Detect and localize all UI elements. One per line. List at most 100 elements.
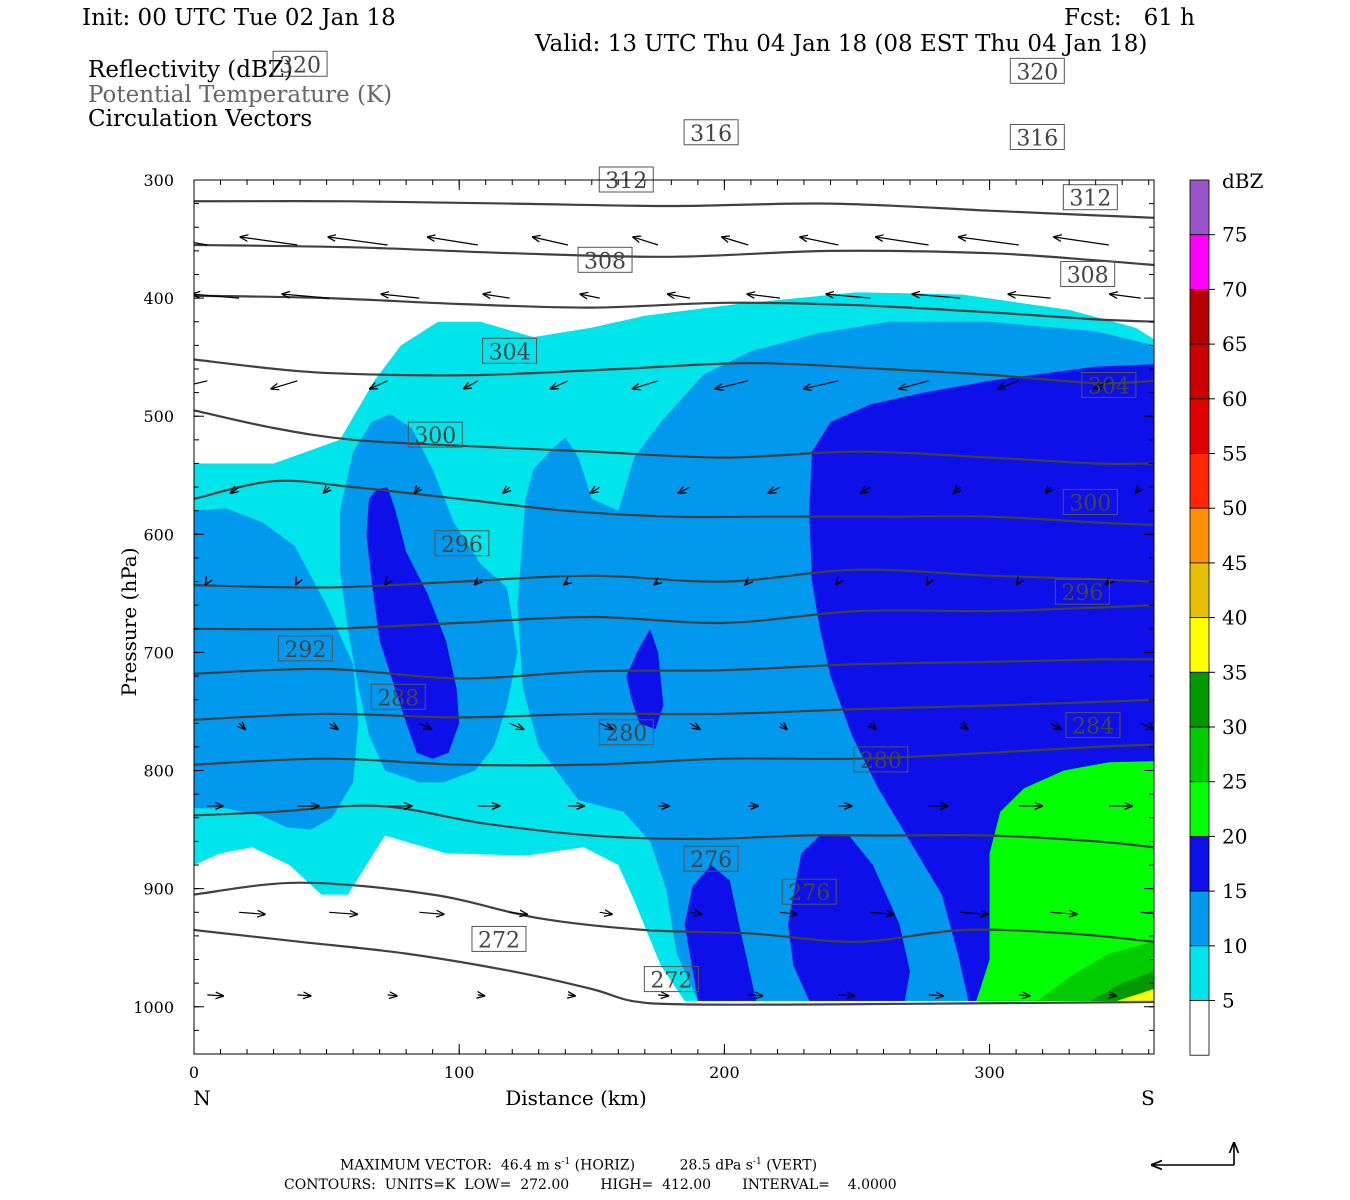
vector-arrow (564, 582, 568, 585)
y-tick-label: 900 (143, 880, 174, 899)
isentrope-label-300: 300 (407, 421, 463, 449)
isentrope-292 (194, 658, 1154, 680)
vector-arrow (870, 723, 876, 729)
vector-arrow (1140, 723, 1154, 729)
max-vector-vert-exponent: -1 (752, 1157, 762, 1167)
isentrope-label-box (598, 719, 654, 746)
max-vector-horiz-value: MAXIMUM VECTOR: 46.4 m s (340, 1157, 562, 1174)
vector-arrow (328, 237, 388, 246)
isentrope-label-276: 276 (781, 878, 837, 906)
isentrope-label-box (277, 635, 333, 662)
vector-arrow (998, 380, 1020, 389)
vector-arrow (599, 723, 613, 729)
isentrope-label-312: 312 (1062, 184, 1118, 212)
isentrope-label-300: 300 (1062, 488, 1118, 516)
isentrope-label-text: 312 (1069, 187, 1111, 212)
y-tick-label: 700 (143, 643, 174, 662)
isentrope-296 (194, 604, 1154, 631)
vector-arrow (954, 487, 961, 493)
vector-arrow (780, 912, 797, 914)
x-axis-right-end: S (1141, 1086, 1155, 1110)
y-tick-label: 600 (143, 525, 174, 544)
isentrope-labels: 272 272 276 276 280 280 284 288 292 296 296 300 300 3… (272, 50, 1137, 994)
isentrope-label-box (272, 50, 328, 77)
isentrope-320 (194, 243, 1154, 267)
vector-arrow (689, 912, 702, 914)
field-label-reflectivity: Reflectivity (dBZ) (88, 57, 293, 83)
vector-arrow (381, 294, 420, 298)
colorbar-title: dBZ (1222, 169, 1264, 193)
isentrope-label-text: 276 (788, 881, 830, 906)
vector-arrow (503, 487, 509, 493)
isentrope-288 (194, 698, 1154, 721)
vector-arrow (296, 582, 298, 585)
max-vector-horiz-tag: (HORIZ) (574, 1157, 636, 1174)
colorbar-segment (1189, 836, 1210, 892)
y-tick-label: 1000 (133, 998, 174, 1017)
isentrope-label-text: 296 (1061, 581, 1103, 606)
vector-arrow (483, 294, 510, 298)
isentrope-label-text: 292 (284, 638, 326, 663)
isentrope-label-316: 316 (1009, 123, 1065, 151)
isentrope-label-box (683, 119, 739, 146)
vector-arrow (415, 487, 420, 493)
colorbar-tick-label: 25 (1222, 770, 1247, 794)
isentrope-label-text: 296 (441, 533, 483, 558)
contour-info: CONTOURS: UNITS=K LOW= 272.00 HIGH= 412.… (284, 1177, 897, 1193)
colorbar-tick-label: 30 (1222, 715, 1247, 739)
vector-arrow (826, 294, 871, 299)
isentrope-label-text: 288 (377, 686, 419, 711)
isentrope-label-304: 304 (1081, 372, 1137, 400)
vector-arrow (478, 995, 485, 996)
isentrope-label-box (1065, 712, 1121, 739)
vector-arrow (370, 380, 388, 389)
isentrope-label-304: 304 (482, 337, 538, 365)
vector-arrow (722, 237, 749, 246)
colorbar-segment (1189, 781, 1210, 837)
isentrope-label-292: 292 (277, 635, 333, 663)
isentrope-label-box (781, 878, 837, 905)
vector-arrow (689, 723, 700, 729)
vector-arrow (1109, 995, 1116, 996)
colorbar: 5 10 15 20 25 30 35 40 45 50 55 60 65 70 75 dBZ (1189, 169, 1264, 1056)
vector-arrow (207, 995, 223, 996)
isentrope-label-296: 296 (434, 530, 490, 558)
vector-arrow (780, 723, 787, 729)
colorbar-tick-label: 5 (1222, 989, 1235, 1013)
y-tick-label: 500 (143, 407, 174, 426)
vector-arrow (328, 723, 338, 729)
isentrope-label-320: 320 (272, 50, 328, 78)
isentrope-label-text: 308 (584, 249, 626, 274)
vector-arrow (464, 380, 479, 389)
vector-arrow (633, 380, 659, 389)
colorbar-segment (1189, 453, 1210, 509)
vector-arrow (194, 380, 208, 385)
colorbar-tick-label: 50 (1222, 496, 1247, 520)
isentrope-284 (194, 743, 1154, 767)
isentrope-label-box (434, 530, 490, 557)
colorbar-segment (1189, 398, 1210, 454)
vector-arrow (568, 995, 575, 996)
colorbar-segment (1189, 288, 1210, 345)
max-vector-vert-tag: (VERT) (766, 1157, 818, 1174)
isentrope-label-box (1081, 372, 1137, 399)
vector-arrow (804, 380, 839, 389)
colorbar-segment (1189, 562, 1210, 619)
isentrope-304 (194, 479, 1154, 526)
colorbar-segment (1189, 726, 1210, 783)
vector-arrow (668, 294, 691, 298)
isentrope-label-text: 316 (690, 122, 732, 147)
reflectivity-region-35 (1116, 989, 1154, 1001)
isentrope-label-text: 276 (690, 848, 732, 873)
colorbar-tick-label: 40 (1222, 606, 1247, 630)
isentrope-label-text: 284 (1072, 715, 1114, 740)
x-axis-left-end: N (193, 1086, 211, 1110)
vector-arrow (1046, 487, 1051, 493)
y-tick-label: 400 (143, 289, 174, 308)
isentrope-label-text: 320 (1016, 60, 1058, 85)
vector-arrow (509, 722, 524, 729)
colorbar-tick-label: 35 (1222, 660, 1247, 684)
max-vector-horiz-exponent: -1 (561, 1157, 571, 1167)
colorbar-segment (1189, 617, 1210, 673)
vector-arrow (928, 995, 944, 996)
